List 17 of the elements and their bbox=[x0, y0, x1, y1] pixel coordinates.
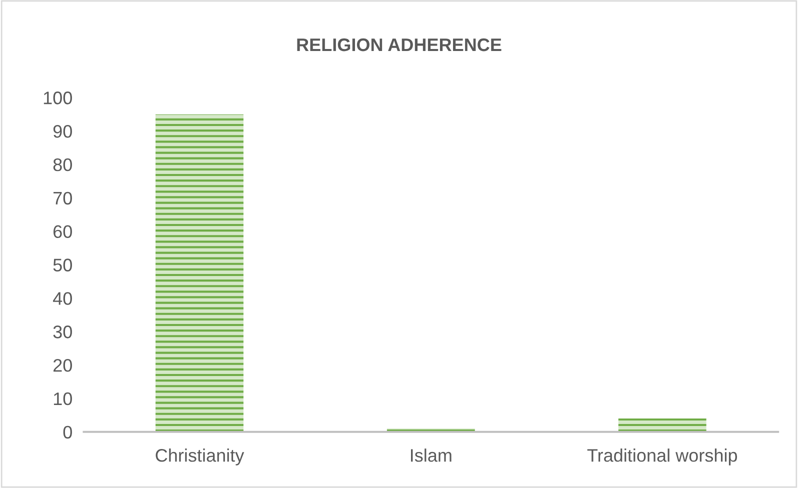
x-tick-label: Islam bbox=[411, 448, 452, 462]
chart-title: RELIGION ADHERENCE bbox=[297, 38, 502, 52]
y-tick-label: 20 bbox=[54, 358, 72, 372]
y-tick-label: 30 bbox=[53, 326, 72, 338]
x-tick-label: Traditional worship bbox=[587, 448, 738, 466]
y-tick-label: 100 bbox=[44, 92, 72, 104]
bar bbox=[618, 418, 706, 432]
bar bbox=[156, 114, 244, 432]
y-tick-label: 50 bbox=[53, 258, 72, 272]
y-tick-label: 10 bbox=[54, 392, 72, 406]
y-tick-label: 90 bbox=[53, 124, 72, 138]
y-tick-label: 70 bbox=[54, 192, 72, 205]
y-tick-label: 40 bbox=[53, 292, 72, 305]
x-tick-label: Christianity bbox=[156, 448, 244, 466]
y-tick-label: 0 bbox=[63, 426, 72, 439]
y-tick-label: 60 bbox=[54, 225, 72, 238]
y-tick-label: 80 bbox=[53, 158, 72, 172]
